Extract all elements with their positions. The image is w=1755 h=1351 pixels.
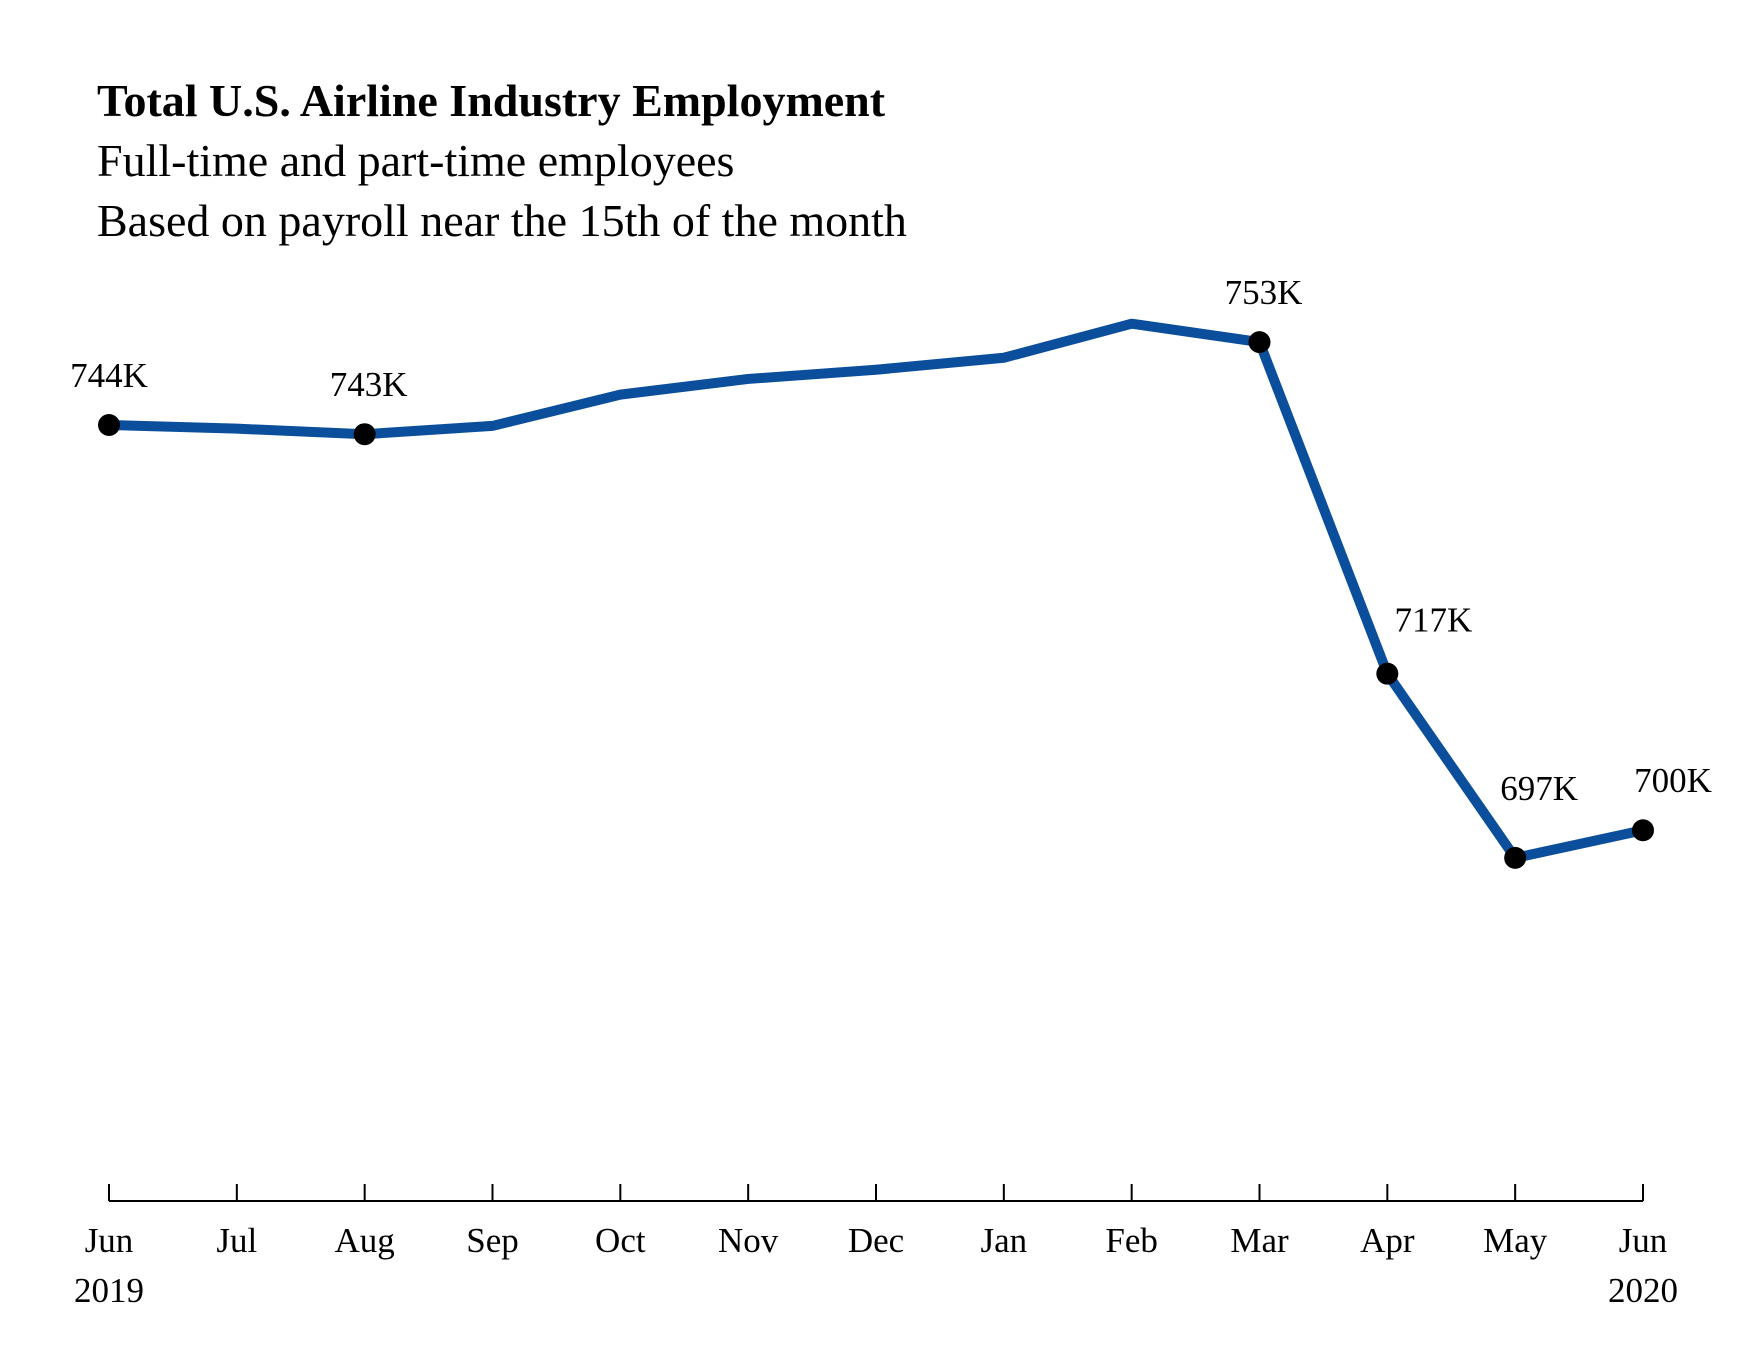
data-point-marker bbox=[1248, 331, 1271, 354]
data-label: 700K bbox=[1634, 761, 1712, 800]
x-tick-label: Aug bbox=[335, 1221, 395, 1260]
x-tick-label: Apr bbox=[1360, 1221, 1415, 1260]
chart-subtitle-2: Based on payroll near the 15th of the mo… bbox=[97, 195, 907, 246]
x-tick-label: Dec bbox=[848, 1221, 904, 1260]
data-point-marker bbox=[353, 423, 376, 446]
x-tick-label: May bbox=[1483, 1221, 1548, 1260]
data-point-marker bbox=[98, 414, 120, 436]
data-point-marker bbox=[1632, 819, 1654, 842]
data-label: 697K bbox=[1500, 769, 1578, 808]
data-label: 743K bbox=[330, 365, 408, 404]
x-tick-label: Nov bbox=[718, 1221, 779, 1260]
x-tick-label: Oct bbox=[595, 1221, 646, 1260]
x-tick-label: Feb bbox=[1105, 1221, 1158, 1260]
data-label: 753K bbox=[1225, 273, 1303, 312]
chart-title: Total U.S. Airline Industry Employment bbox=[97, 75, 886, 126]
x-year-label: 2020 bbox=[1608, 1271, 1678, 1310]
x-year-label: 2019 bbox=[74, 1271, 144, 1310]
data-label: 717K bbox=[1394, 601, 1472, 640]
x-tick-label: Jun bbox=[1619, 1221, 1668, 1260]
x-tick-label: Jul bbox=[216, 1221, 257, 1260]
data-label: 744K bbox=[70, 356, 148, 395]
data-point-marker bbox=[1504, 846, 1527, 869]
x-tick-label: Sep bbox=[466, 1221, 519, 1260]
x-tick-label: Jun bbox=[85, 1221, 134, 1260]
chart-subtitle-1: Full-time and part-time employees bbox=[97, 135, 735, 186]
x-tick-label: Mar bbox=[1230, 1221, 1289, 1260]
data-point-marker bbox=[1376, 662, 1399, 685]
x-tick-label: Jan bbox=[981, 1221, 1028, 1260]
